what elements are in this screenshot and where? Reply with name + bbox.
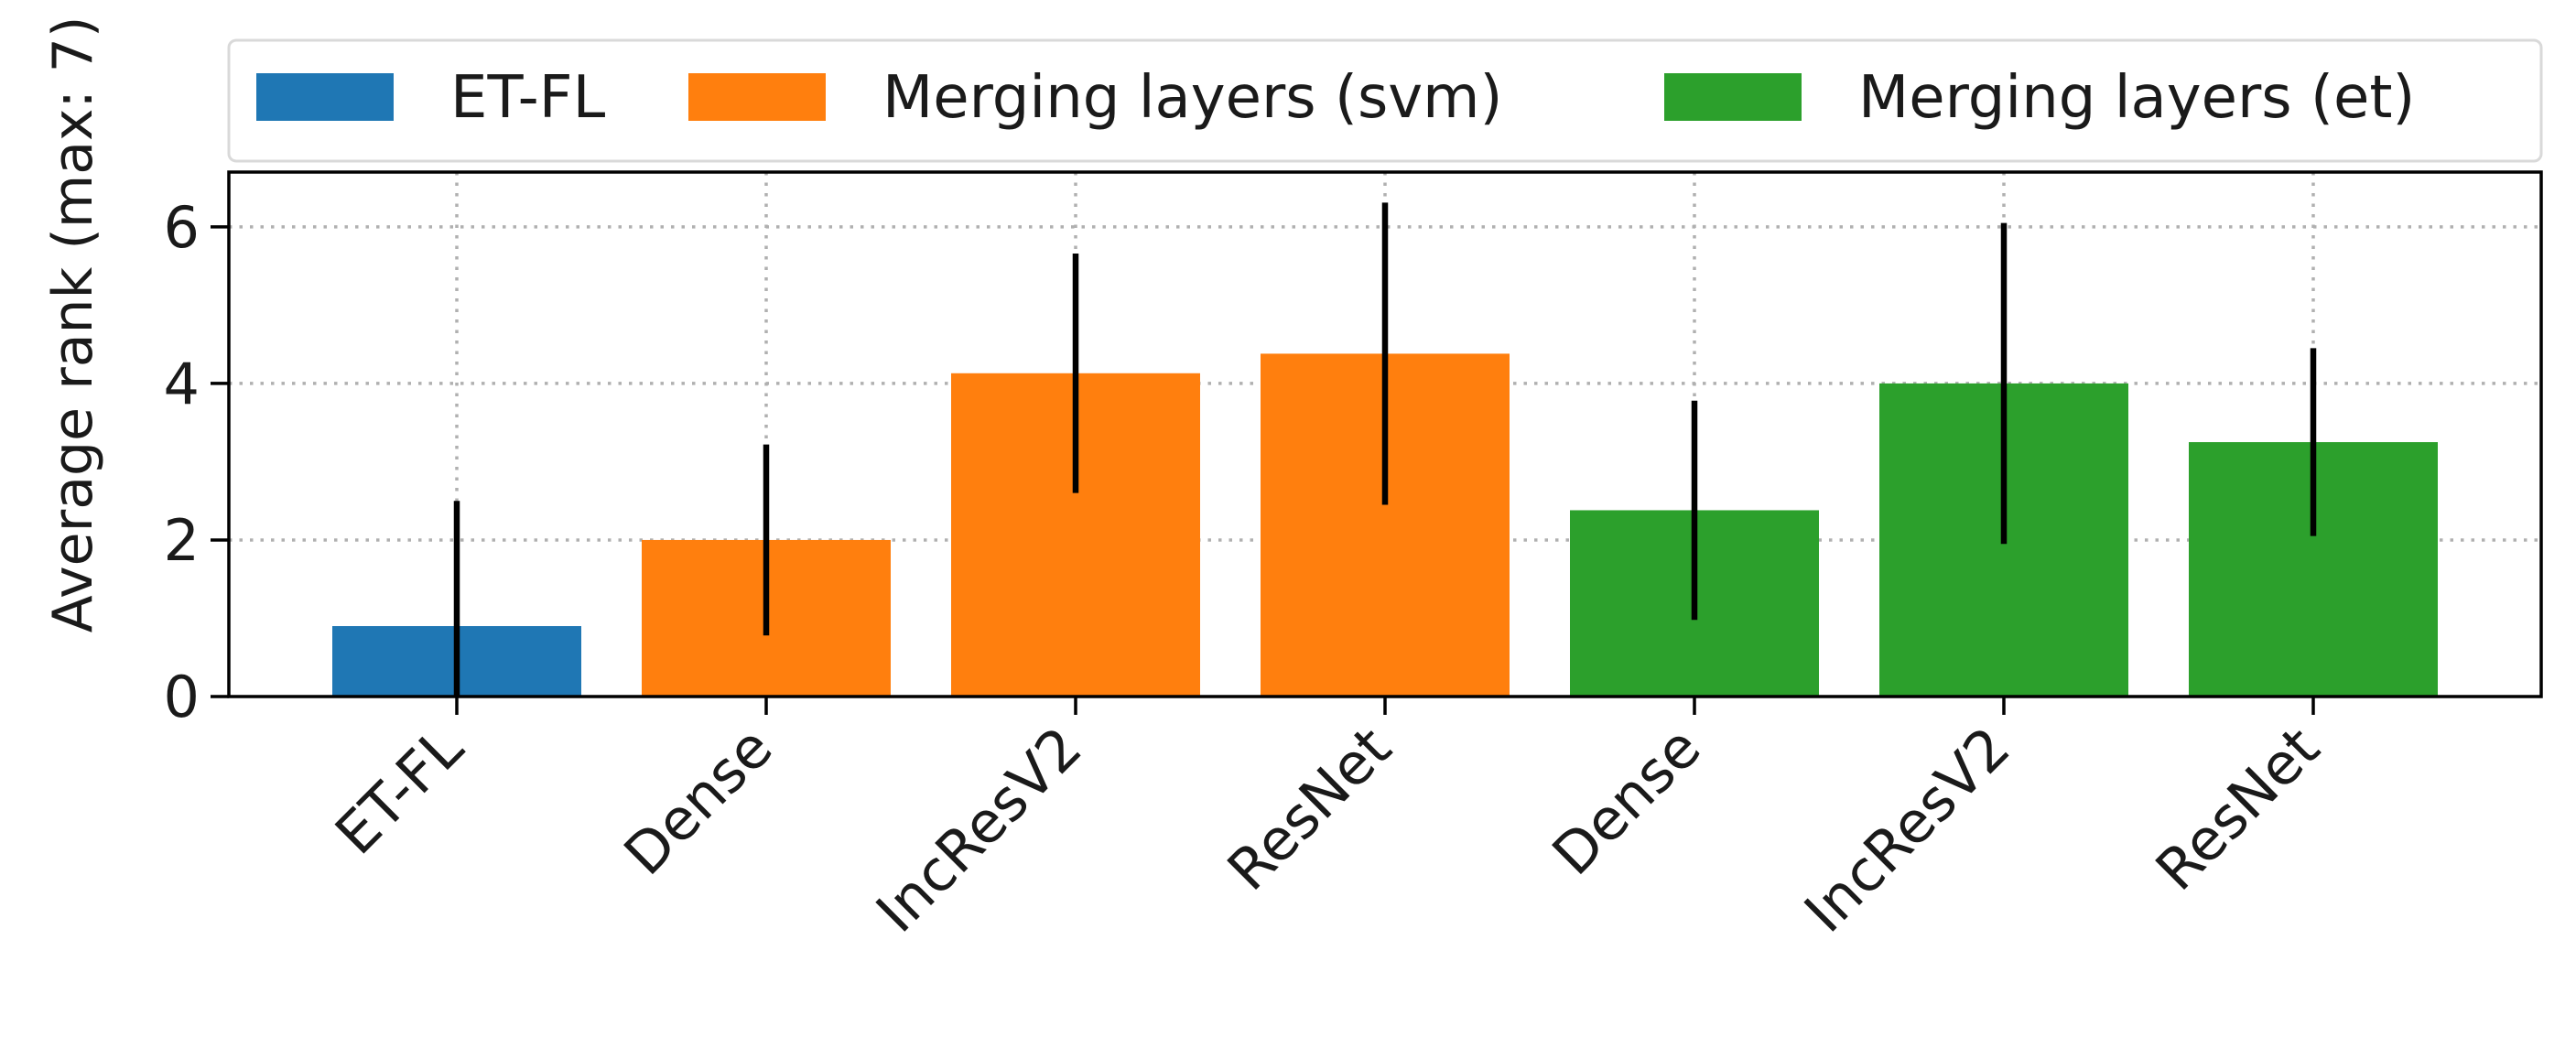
legend-label: ET-FL	[450, 64, 606, 132]
y-tick-label: 6	[164, 194, 200, 261]
x-tick-label: ResNet	[2143, 714, 2332, 903]
y-axis: 0 2 4 6	[164, 194, 229, 730]
x-tick-label: Dense	[1540, 714, 1714, 888]
x-tick-label: Dense	[612, 714, 785, 888]
y-tick-label: 4	[164, 351, 200, 417]
legend-label: Merging layers (svm)	[882, 64, 1502, 132]
y-axis-label: Average rank (max: 7)	[41, 16, 105, 633]
x-tick-label: IncResV2	[1791, 714, 2023, 946]
legend-label: Merging layers (et)	[1858, 64, 2415, 132]
x-tick-label: ET-FL	[322, 714, 476, 868]
legend-box	[227, 38, 2543, 163]
x-tick-label: IncResV2	[863, 714, 1095, 946]
y-tick-label: 2	[164, 507, 200, 574]
x-axis: ET-FL Dense IncResV2 ResNet Dense IncResV2 Res…	[322, 697, 2332, 946]
y-tick-label: 0	[164, 664, 200, 730]
error-bars	[453, 202, 2317, 697]
legend-swatch	[1664, 73, 1802, 121]
legend-swatch	[688, 73, 826, 121]
legend-swatch	[256, 73, 394, 121]
x-tick-label: ResNet	[1215, 714, 1404, 903]
legend: ET-FL Merging layers (svm) Merging layers …	[227, 38, 2543, 163]
